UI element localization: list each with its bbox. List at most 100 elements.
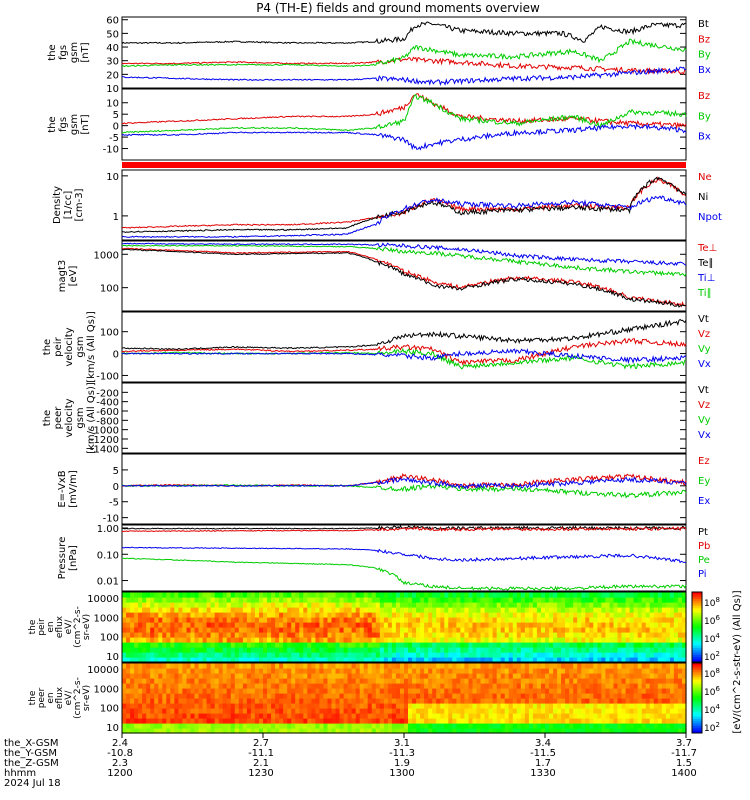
spectrogram-cell (637, 718, 643, 724)
spectrogram-cell (553, 678, 558, 684)
spectrogram-cell (242, 678, 248, 684)
spectrogram-cell (339, 647, 345, 653)
spectrogram-cell (166, 693, 171, 699)
spectrogram-cell (408, 617, 413, 623)
spectrogram-cell (460, 663, 465, 669)
spectrogram-cell (246, 617, 252, 623)
spectrogram-cell (351, 678, 357, 684)
spectrogram-cell (359, 652, 365, 658)
spectrogram-cell (464, 642, 469, 648)
spectrogram-cell (577, 642, 582, 648)
spectrogram-cell (557, 602, 562, 608)
spectrogram-cell (182, 663, 187, 669)
spectrogram-cell (416, 718, 421, 724)
spectrogram-cell (126, 637, 131, 643)
spectrogram-cell (287, 602, 292, 608)
spectrogram-cell (665, 612, 671, 618)
spectrogram-cell (633, 602, 639, 608)
spectrogram-cell (142, 678, 147, 684)
spectrogram-cell (267, 718, 272, 724)
spectrogram-cell (267, 657, 272, 663)
spectrogram-cell (557, 688, 562, 694)
spectrogram-cell (609, 688, 615, 694)
spectrogram-cell (649, 632, 655, 638)
spectrogram-cell (347, 713, 353, 719)
spectrogram-cell (331, 663, 337, 669)
spectrogram-cell (424, 688, 429, 694)
spectrogram-cell (665, 693, 671, 699)
spectrogram-cell (444, 617, 449, 623)
spectrogram-cell (359, 617, 365, 623)
spectrogram-cell (573, 602, 578, 608)
spectrogram-cell (649, 617, 655, 623)
spectrogram-cell (468, 612, 474, 618)
spectrogram-cell (593, 617, 598, 623)
spectrogram-cell (359, 718, 365, 724)
y-tick-label: -600 (96, 407, 119, 418)
spectrogram-cell (275, 708, 280, 714)
spectrogram-cell (520, 642, 526, 648)
spectrogram-cell (669, 713, 675, 719)
spectrogram-cell (504, 713, 510, 719)
spectrogram-cell (569, 637, 574, 643)
spectrogram-cell (166, 597, 171, 603)
colorbar-tick-base: 10 (704, 724, 716, 734)
spectrogram-cell (420, 683, 425, 689)
spectrogram-cell (420, 632, 425, 638)
spectrogram-cell (436, 693, 441, 699)
spectrogram-cell (170, 673, 175, 679)
spectrogram-cell (565, 602, 570, 608)
spectrogram-cell (673, 622, 679, 628)
spectrogram-cell (323, 657, 328, 663)
spectrogram-cell (424, 683, 429, 689)
spectrogram-cell (379, 657, 385, 663)
spectrogram-cell (375, 652, 381, 658)
spectrogram-cell (645, 607, 651, 613)
spectrogram-cell (391, 637, 397, 643)
spectrogram-cell (331, 602, 337, 608)
spectrogram-cell (512, 647, 518, 653)
spectrogram-cell (645, 637, 651, 643)
spectrogram-cell (605, 683, 610, 689)
spectrogram-cell (561, 673, 566, 679)
spectrogram-cell (512, 652, 518, 658)
spectrogram-cell (291, 673, 296, 679)
spectrogram-cell (186, 688, 192, 694)
colorbar-tick-label: 104 (704, 703, 720, 716)
spectrogram-cell (347, 673, 353, 679)
spectrogram-cell (561, 647, 566, 653)
spectrogram-cell (178, 678, 183, 684)
spectrogram-cell (472, 663, 478, 669)
spectrogram-cell (541, 612, 546, 618)
spectrogram-cell (500, 597, 506, 603)
spectrogram-cell (303, 708, 308, 714)
spectrogram-cell (665, 632, 671, 638)
spectrogram-cell (408, 602, 413, 608)
spectrogram-cell (343, 657, 349, 663)
spectrogram-cell (122, 607, 127, 613)
spectrogram-cell (597, 698, 602, 704)
series-Te⊥ (121, 247, 687, 308)
spectrogram-cell (549, 723, 554, 729)
y-axis-label: thepeervelocitygsm[km/s (All Qs)] (42, 382, 97, 454)
spectrogram-cell (222, 713, 228, 719)
spectrogram-cell (275, 607, 280, 613)
spectrogram-cell (516, 627, 522, 633)
spectrogram-cell (593, 693, 598, 699)
spectrogram-cell (126, 698, 131, 704)
y-axis-label-line: the (28, 690, 38, 705)
spectrogram-cell (569, 632, 574, 638)
spectrogram-cell (379, 683, 385, 689)
spectrogram-cell (238, 693, 244, 699)
spectrogram-cell (561, 642, 566, 648)
spectrogram-cell (142, 703, 147, 709)
spectrogram-cell (585, 642, 590, 648)
spectrogram-cell (134, 713, 139, 719)
spectrogram-cell (174, 632, 179, 638)
spectrogram-cell (480, 642, 486, 648)
spectrogram-cell (577, 607, 582, 613)
spectrogram-cell (581, 597, 586, 603)
spectrogram-cell (279, 657, 284, 663)
spectrogram-cell (307, 728, 312, 734)
spectrogram-cell (428, 683, 433, 689)
